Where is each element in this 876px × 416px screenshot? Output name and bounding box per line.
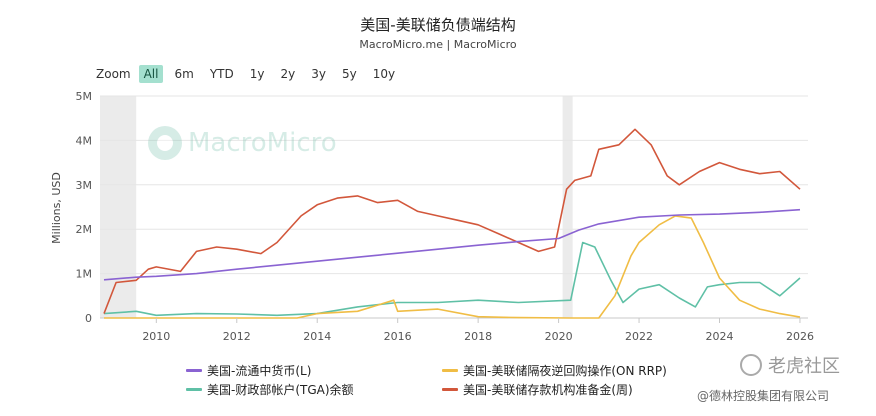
tiger-brand-text: 老虎社区 bbox=[768, 356, 840, 377]
tiger-logo-icon bbox=[740, 354, 762, 376]
series-lines bbox=[103, 128, 801, 319]
legend-label-rrp: 美国-美联储隔夜逆回购操作(ON RRP) bbox=[463, 364, 667, 378]
x-tick-label: 2020 bbox=[545, 330, 573, 343]
y-tick-label: 5M bbox=[76, 90, 93, 103]
x-tick-label: 2022 bbox=[625, 330, 653, 343]
chart-subtitle: MacroMicro.me | MacroMicro bbox=[359, 38, 517, 51]
legend-swatch-rrp bbox=[442, 369, 458, 372]
series-line-currency bbox=[103, 208, 801, 281]
grid-lines bbox=[100, 95, 808, 319]
zoom-5y-button[interactable]: 5y bbox=[341, 67, 357, 81]
y-tick-label: 2M bbox=[76, 223, 93, 236]
zoom-all-button[interactable]: All bbox=[138, 65, 164, 83]
macromicro-logo-text: MacroMicro bbox=[188, 128, 337, 158]
y-tick-label: 0 bbox=[85, 312, 92, 325]
y-tick-label: 4M bbox=[76, 134, 93, 147]
x-tick-label: 2026 bbox=[786, 330, 814, 343]
legend-swatch-currency bbox=[186, 369, 202, 372]
zoom-label: Zoom bbox=[96, 67, 131, 81]
series-line-rrp bbox=[104, 215, 801, 319]
recession-band-1 bbox=[562, 96, 573, 318]
y-axis-label: Millions, USD bbox=[50, 172, 63, 244]
zoom-3y-button[interactable]: 3y bbox=[311, 67, 326, 81]
zoom-bar: Zoom All 6m YTD 1y 2y 3y 5y 10y bbox=[96, 64, 400, 84]
x-tick-label: 2014 bbox=[303, 330, 331, 343]
x-tick-label: 2024 bbox=[706, 330, 734, 343]
y-tick-label: 3M bbox=[76, 179, 93, 192]
x-tick-label: 2010 bbox=[142, 330, 170, 343]
recession-band-0 bbox=[100, 96, 137, 318]
zoom-10y-button[interactable]: 10y bbox=[372, 67, 396, 81]
axis-ticks: 0 1M 2M 3M 4M 5M 2010 2012 2014 2016 2018 2020 2022 2… bbox=[76, 90, 814, 343]
legend-swatch-reserves bbox=[442, 388, 458, 391]
author-watermark: @德林控股集团有限公司 bbox=[697, 389, 830, 403]
macromicro-logo-icon bbox=[148, 126, 182, 160]
zoom-6m-button[interactable]: 6m bbox=[174, 67, 194, 81]
chart-title: 美国-美联储负债端结构 bbox=[360, 16, 516, 34]
zoom-2y-button[interactable]: 2y bbox=[280, 67, 296, 81]
zoom-1y-button[interactable]: 1y bbox=[249, 67, 265, 81]
legend-label-currency: 美国-流通中货币(L) bbox=[207, 364, 312, 378]
x-tick-label: 2016 bbox=[384, 330, 412, 343]
legend-item-currency[interactable]: 美国-流通中货币(L) bbox=[186, 362, 311, 379]
x-tick-label: 2018 bbox=[464, 330, 492, 343]
legend-item-reserves[interactable]: 美国-美联储存款机构准备金(周) bbox=[442, 381, 633, 398]
series-line-reserves bbox=[103, 128, 801, 314]
zoom-ytd-button[interactable]: YTD bbox=[209, 67, 234, 81]
macromicro-logo: MacroMicro bbox=[148, 126, 337, 160]
legend-item-tga[interactable]: 美国-财政部帐户(TGA)余额 bbox=[186, 381, 354, 398]
legend-label-reserves: 美国-美联储存款机构准备金(周) bbox=[463, 383, 633, 397]
y-tick-label: 1M bbox=[76, 268, 93, 281]
legend-swatch-tga bbox=[186, 388, 202, 391]
series-line-tga bbox=[103, 241, 801, 317]
legend-label-tga: 美国-财政部帐户(TGA)余额 bbox=[207, 383, 354, 397]
tiger-community-watermark: 老虎社区 bbox=[740, 352, 840, 378]
x-tick-label: 2012 bbox=[223, 330, 251, 343]
legend-item-rrp[interactable]: 美国-美联储隔夜逆回购操作(ON RRP) bbox=[442, 362, 667, 379]
